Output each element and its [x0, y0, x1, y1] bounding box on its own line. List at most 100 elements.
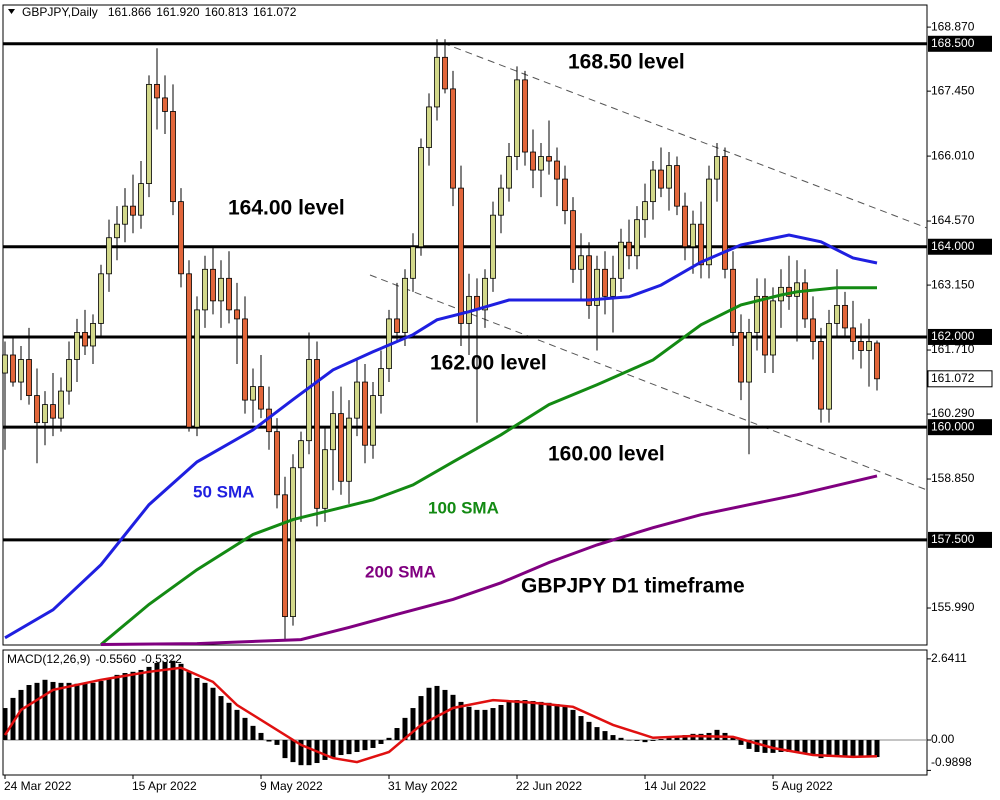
macd-bar — [378, 739, 384, 744]
macd-bar — [642, 739, 648, 743]
sma-label: 50 SMA — [193, 482, 254, 501]
y-tick-label: 168.870 — [931, 19, 975, 33]
macd-bar — [618, 737, 624, 740]
header-value: 161.866 — [108, 5, 152, 19]
level-label-box — [928, 238, 992, 255]
macd-bar — [42, 679, 48, 740]
macd-bar — [250, 725, 256, 740]
header-value: 161.920 — [156, 5, 200, 19]
x-tick-label: 9 May 2022 — [260, 779, 323, 793]
symbol-menu-icon[interactable] — [8, 9, 15, 14]
x-tick-label: 24 Mar 2022 — [4, 779, 72, 793]
candle-body — [410, 246, 416, 279]
macd-bar — [418, 696, 424, 740]
candle-body — [818, 341, 824, 410]
macd-bar — [874, 739, 880, 758]
candle-body — [858, 341, 864, 351]
candle-body — [210, 268, 216, 302]
macd-bar — [562, 705, 568, 740]
macd-bar — [778, 739, 784, 752]
candle-body — [242, 318, 248, 401]
macd-bar — [362, 739, 368, 751]
candle-body — [58, 390, 64, 419]
candle-body — [114, 223, 120, 239]
macd-bar — [290, 739, 296, 763]
candle-body — [674, 165, 680, 207]
candle-body — [234, 309, 240, 320]
macd-bar — [578, 716, 584, 740]
candle-body — [130, 205, 136, 216]
macd-bar — [2, 708, 8, 740]
chart-header: GBPJPY,Daily 161.866 161.920 160.813 161.072 — [22, 5, 297, 19]
macd-bar — [826, 739, 832, 757]
macd-bar — [10, 697, 16, 740]
candle-body — [162, 97, 168, 112]
trend-line — [442, 42, 928, 229]
macd-bar — [346, 739, 352, 755]
last-price-label: 161.072 — [931, 371, 975, 385]
candle-body — [106, 237, 112, 275]
candle-body — [570, 210, 576, 270]
candle-body — [330, 413, 336, 451]
candle-body — [506, 156, 512, 189]
macd-bar — [114, 674, 120, 740]
candle-body — [34, 395, 40, 424]
macd-bar — [458, 701, 464, 740]
candle-body — [482, 277, 488, 311]
candle-body — [394, 318, 400, 333]
macd-bar — [58, 682, 64, 740]
macd-bar — [266, 739, 272, 742]
candle-body — [186, 273, 192, 428]
level-label-box — [928, 35, 992, 52]
candle-body — [138, 183, 144, 216]
candle-body — [730, 268, 736, 333]
level-annotation: 164.00 level — [228, 197, 345, 220]
candle-body — [442, 56, 448, 90]
candle-body — [578, 255, 584, 270]
candle-body — [530, 151, 536, 171]
macd-bar — [450, 694, 456, 740]
level-annotation: 160.00 level — [548, 443, 665, 466]
macd-bar — [634, 739, 640, 741]
macd-bar — [738, 739, 744, 745]
macd-bar — [466, 706, 472, 740]
macd-bar — [610, 735, 616, 740]
macd-bar — [370, 739, 376, 748]
candle-body — [50, 404, 56, 419]
macd-bar — [666, 736, 672, 740]
header-value: -0.5560 — [95, 652, 136, 666]
candle-body — [850, 327, 856, 342]
y-tick-label: -0.9898 — [931, 755, 972, 769]
macd-bar — [842, 739, 848, 756]
macd-bar — [482, 709, 488, 740]
macd-bar — [530, 700, 536, 740]
sma-label: 100 SMA — [428, 498, 499, 517]
macd-bar — [274, 739, 280, 745]
y-tick-label: 0.00 — [931, 732, 955, 746]
macd-bar — [658, 739, 664, 740]
candle-body — [290, 467, 296, 617]
candle-body — [842, 304, 848, 329]
header-value: -0.5322 — [141, 652, 182, 666]
sma-line — [100, 286, 877, 646]
macd-bar — [586, 721, 592, 740]
macd-bar — [138, 669, 144, 740]
main-pane-frame — [2, 4, 928, 646]
candle-body — [10, 354, 16, 383]
candle-body — [26, 359, 32, 396]
y-tick-label: 167.450 — [931, 83, 975, 97]
macd-bar — [386, 737, 392, 740]
candle-body — [274, 431, 280, 496]
macd-bar — [194, 677, 200, 740]
candle-body — [514, 79, 520, 157]
y-tick-label: 158.850 — [931, 471, 975, 485]
macd-bar — [402, 717, 408, 740]
candle-body — [298, 440, 304, 469]
candle-body — [738, 332, 744, 383]
candle-body — [434, 56, 440, 108]
macd-bar — [34, 682, 40, 740]
macd-bar — [442, 689, 448, 740]
candle-body — [634, 219, 640, 257]
macd-bar — [106, 677, 112, 740]
level-label: 162.000 — [931, 329, 975, 343]
